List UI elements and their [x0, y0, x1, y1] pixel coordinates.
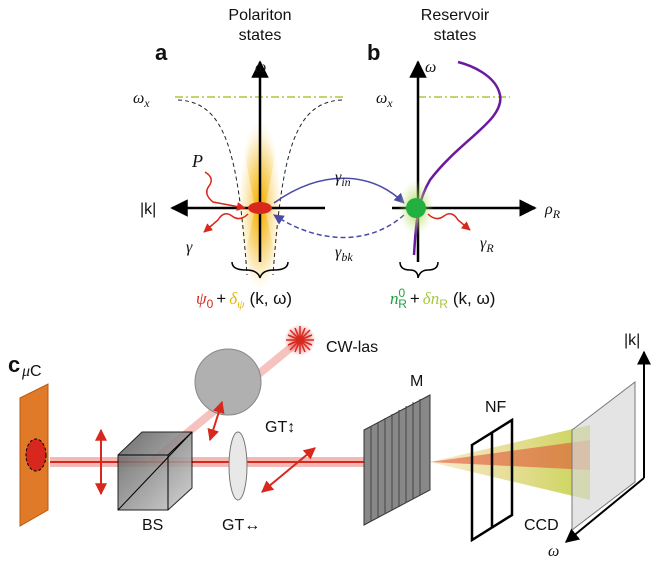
sub: 0 — [207, 297, 214, 311]
text: C — [30, 363, 42, 380]
figure: Polariton states a ω ωx |k| P γ ψ0+δψ(k,… — [0, 0, 659, 562]
reservoir — [406, 198, 426, 218]
sub: R — [485, 241, 494, 255]
k-label: |k| — [624, 332, 640, 349]
omega-x-label: ωx — [133, 90, 150, 110]
sub: bk — [341, 250, 353, 264]
symbol: ω — [376, 90, 387, 107]
sub: ψ — [237, 297, 245, 311]
gt-horizontal-label: GT↔ — [222, 517, 260, 534]
gt-vertical-label: GT↕ — [265, 419, 295, 436]
panel-label: b — [367, 40, 380, 65]
decay-label: γR — [480, 235, 494, 255]
title: states — [239, 27, 282, 44]
sub: R — [398, 297, 407, 311]
polarization — [262, 448, 315, 492]
args: (k, ω) — [250, 289, 293, 308]
laser — [284, 324, 316, 356]
bk-label: γbk — [335, 244, 353, 264]
plus: + — [410, 289, 420, 308]
symbol: μ — [21, 363, 30, 380]
nf-label: NF — [485, 399, 507, 416]
condensate — [248, 202, 272, 214]
microcavity-label: μC — [21, 363, 42, 380]
brace — [400, 262, 438, 278]
spot — [26, 439, 46, 471]
args: (k, ω) — [453, 289, 496, 308]
formula: ψ0+δψ(k, ω) — [196, 289, 292, 311]
decay-arrow — [428, 214, 470, 230]
plus: + — [216, 289, 226, 308]
omega-label: ω — [255, 59, 266, 76]
gt-vertical — [195, 349, 261, 415]
rho-label: ρR — [544, 201, 561, 221]
mirror-label: M — [410, 373, 423, 390]
sub: in — [341, 175, 350, 189]
decay-label: γ — [186, 239, 193, 256]
symbol: ω — [133, 90, 144, 107]
ccd-label: CCD — [524, 517, 559, 534]
mirror — [364, 395, 430, 525]
sub: R — [439, 297, 448, 311]
omega-label: ω — [548, 543, 559, 560]
panel-label: c — [8, 352, 20, 377]
title: Reservoir — [421, 7, 490, 24]
delta: δn — [423, 289, 439, 308]
symbol: ρ — [544, 201, 553, 218]
omega-x-label: ωx — [376, 90, 393, 110]
sub: R — [552, 207, 561, 221]
panel-label: a — [155, 40, 168, 65]
bs-label: BS — [142, 517, 163, 534]
ccd — [572, 382, 635, 530]
psi: ψ — [196, 289, 207, 308]
title: states — [434, 27, 477, 44]
bk-arrow — [274, 215, 404, 238]
in-label: γin — [335, 169, 351, 189]
pump-label: P — [191, 151, 203, 171]
sub: x — [386, 96, 393, 110]
panel-c: c μC BS GT↕ GT↔ CW-las M NF CCD |k| ω — [8, 324, 644, 560]
omega-label: ω — [425, 59, 436, 76]
title: Polariton — [228, 7, 291, 24]
k-label: |k| — [140, 201, 156, 218]
gt-horizontal — [229, 432, 247, 500]
coupling: γin γbk — [274, 169, 404, 264]
dispersion — [273, 100, 342, 275]
laser-label: CW-las — [326, 339, 378, 356]
sub: x — [143, 96, 150, 110]
panel-a: Polariton states a ω ωx |k| P γ ψ0+δψ(k,… — [133, 7, 345, 311]
